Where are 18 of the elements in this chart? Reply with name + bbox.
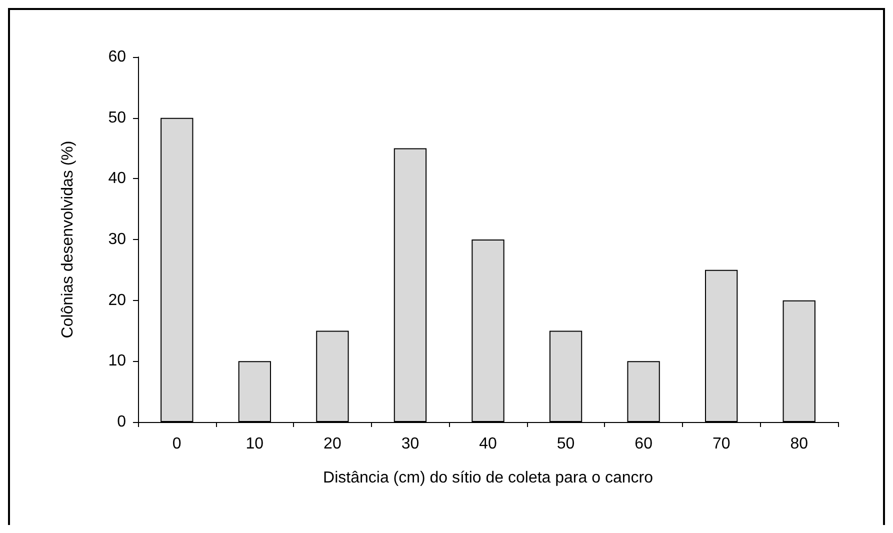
x-tick-label: 20 <box>324 436 342 452</box>
x-tick-label: 60 <box>634 436 653 452</box>
y-tick-label: 10 <box>108 352 126 370</box>
x-tick-label: 10 <box>246 436 264 452</box>
x-tick-label: 0 <box>172 436 182 452</box>
y-tick-label: 0 <box>117 414 126 430</box>
x-tick-label: 30 <box>401 436 420 452</box>
x-tick-label: 40 <box>479 436 497 452</box>
y-axis-title: Colônias desenvolvidas (%) <box>60 140 76 338</box>
y-tick-label: 20 <box>108 292 126 309</box>
y-tick-label: 60 <box>108 48 126 66</box>
x-tick-label: 50 <box>556 436 575 452</box>
x-tick-label: 80 <box>790 436 808 452</box>
y-tick-label: 40 <box>108 170 126 188</box>
x-axis-title: Distância (cm) do sítio de coleta para o cancro <box>323 470 654 486</box>
x-tick-label: 70 <box>712 436 730 452</box>
y-tick-label: 50 <box>108 109 126 126</box>
y-tick-label: 30 <box>108 231 126 248</box>
